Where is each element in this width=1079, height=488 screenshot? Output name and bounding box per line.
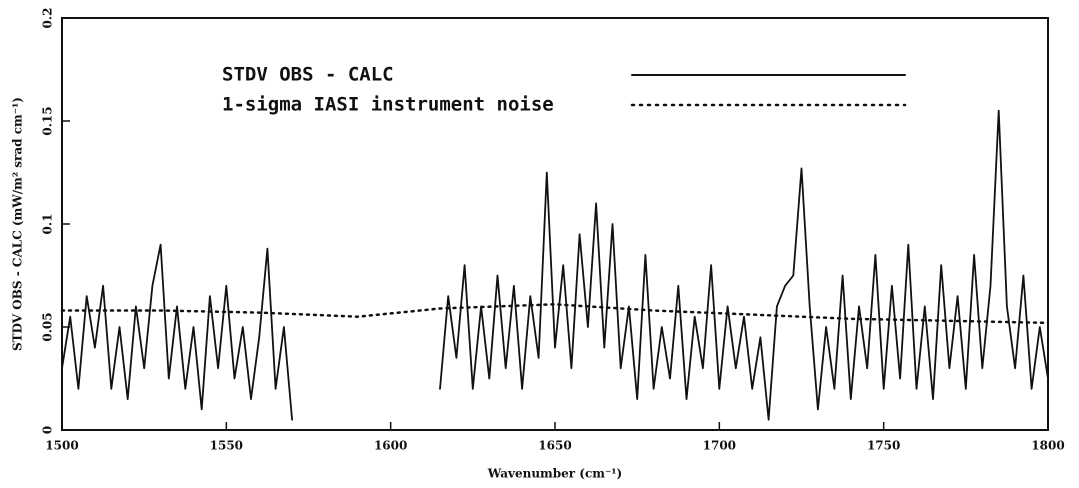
series-line <box>61 109 1049 421</box>
y-tick-label: 0.05 <box>41 312 55 341</box>
legend-label: STDV OBS - CALC <box>222 64 394 86</box>
y-tick-label: 0 <box>41 426 55 434</box>
y-axis-label: STDV OBS - CALC (mW/m² srad cm⁻¹) <box>11 97 25 351</box>
x-tick-label: 1550 <box>210 439 243 453</box>
x-tick-label: 1800 <box>1031 439 1064 453</box>
x-tick-label: 1650 <box>538 439 571 453</box>
y-tick-label: 0.15 <box>41 106 55 135</box>
y-tick-label: 0.1 <box>41 214 55 235</box>
x-tick-label: 1750 <box>867 439 900 453</box>
y-tick-label: 0.2 <box>41 8 55 29</box>
x-tick-label: 1700 <box>703 439 736 453</box>
x-tick-label: 1500 <box>45 439 78 453</box>
x-tick-label: 1600 <box>374 439 407 453</box>
x-axis-label: Wavenumber (cm⁻¹) <box>487 467 622 481</box>
legend-label: 1-sigma IASI instrument noise <box>222 94 554 116</box>
